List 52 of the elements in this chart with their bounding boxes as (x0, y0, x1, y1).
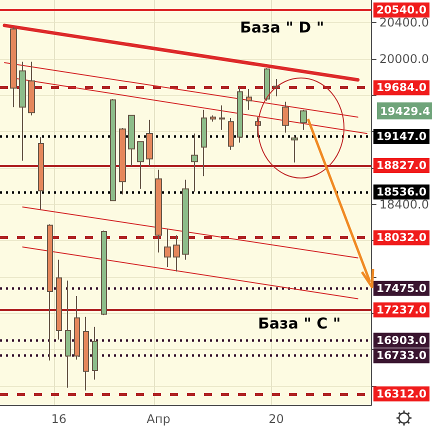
annotation: База " C " (258, 314, 341, 332)
candlestick (191, 132, 198, 192)
candlestick (273, 78, 280, 97)
candlestick (56, 259, 62, 340)
candlestick (164, 228, 171, 268)
y-tick-label: 18400.0 (379, 197, 429, 212)
ref-line-label: 17237.0 (376, 303, 427, 316)
ref-line-label: 19147.0 (376, 130, 427, 143)
ref-line-label: 19684.0 (376, 81, 427, 94)
candlestick (47, 224, 53, 362)
candlestick (173, 234, 180, 272)
ref-line-label: 17475.0 (376, 282, 427, 295)
ref-line-label: 16733.0 (376, 349, 427, 362)
ref-line-label: 18536.0 (376, 185, 427, 198)
candlestick (119, 128, 126, 195)
candlestick (210, 114, 216, 122)
y-tick-label: 20000.0 (379, 52, 429, 66)
candlestick (110, 98, 116, 202)
ref-line-label: 18032.0 (376, 231, 427, 244)
x-tick-label: 20 (268, 412, 284, 426)
candlestick (19, 61, 26, 162)
ref-line-label: 18827.0 (376, 159, 427, 172)
text: 19429.4 (380, 104, 430, 118)
ref-line-label: 16903.0 (376, 334, 427, 347)
x-tick-label: 16 (51, 412, 67, 426)
candlestick (246, 88, 252, 110)
candlestick (264, 68, 270, 102)
candlestick (74, 296, 80, 360)
annotation: База " D " (240, 18, 324, 36)
candlestick (65, 280, 71, 388)
candlestick (137, 141, 144, 190)
ref-line-label: 20540.0 (376, 3, 427, 16)
candlestick (28, 61, 35, 116)
candlestick (300, 109, 307, 130)
candlestick (291, 136, 298, 164)
candlestick (182, 179, 189, 260)
x-tick-label: Апр (146, 412, 170, 426)
candlestick (282, 101, 289, 134)
candlestick (101, 230, 107, 316)
candlestick (10, 26, 17, 108)
ref-line-label: 16312.0 (376, 387, 427, 400)
candlestick (146, 119, 153, 167)
candlestick (219, 104, 225, 130)
y-tick-label: 20400.0 (379, 16, 429, 30)
candlestick (228, 118, 234, 150)
candlestick (128, 114, 135, 167)
candlestick (83, 316, 89, 391)
candlestick (155, 169, 162, 253)
candlestick (237, 86, 243, 144)
candlestick (92, 326, 98, 380)
candlestick (38, 136, 44, 210)
candlestick (201, 109, 207, 177)
